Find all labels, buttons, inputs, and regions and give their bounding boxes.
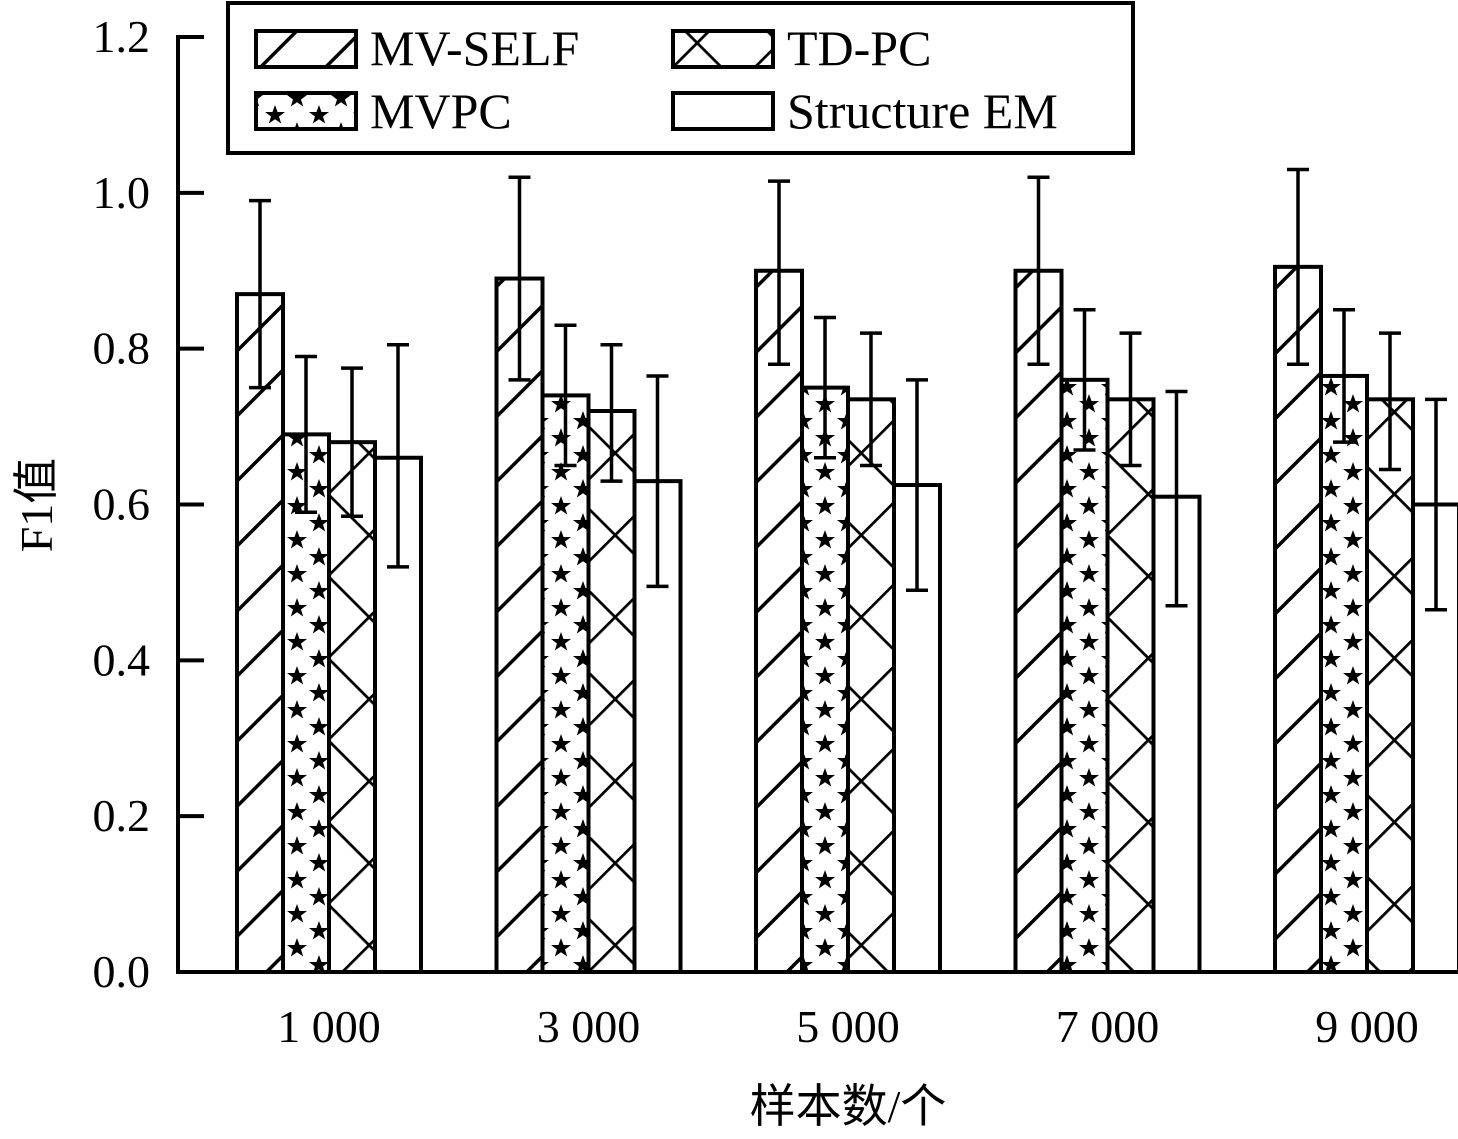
y-tick-label: 1.2 xyxy=(93,11,151,62)
bar-mvpc-1 xyxy=(540,393,591,974)
legend: MV-SELF TD-PC MVPC Structure EM xyxy=(226,1,1135,155)
y-tick-label: 0.2 xyxy=(93,790,151,841)
bar-mv-self-0 xyxy=(235,292,285,974)
y-axis-title: F1值 xyxy=(11,458,62,553)
bar-mv-self-1 xyxy=(494,276,545,974)
bar-mv-self-3 xyxy=(1013,268,1064,974)
error-bars-layer xyxy=(249,167,1447,612)
y-tick-label: 0.4 xyxy=(93,634,151,685)
x-tick-label: 7 000 xyxy=(1056,1001,1160,1052)
bar-td-pc-4 xyxy=(1365,397,1415,974)
legend-label-mv-self: MV-SELF xyxy=(370,20,579,76)
bar-mv-self-4 xyxy=(1273,264,1323,974)
bars-layer xyxy=(235,264,1458,975)
legend-swatch-structure-em xyxy=(671,91,775,131)
x-tick-label: 3 000 xyxy=(537,1001,641,1052)
bar-td-pc-3 xyxy=(1105,397,1156,974)
y-tick-label: 0.6 xyxy=(93,479,151,530)
legend-label-mvpc: MVPC xyxy=(370,83,512,139)
legend-swatch-mv-self xyxy=(254,29,358,69)
x-axis-title: 样本数/个 xyxy=(750,1081,947,1132)
legend-label-td-pc: TD-PC xyxy=(787,20,931,76)
y-tick-label: 1.0 xyxy=(93,167,151,218)
bar-mvpc-2 xyxy=(800,385,850,974)
bar-td-pc-2 xyxy=(846,397,896,974)
bar-mv-self-2 xyxy=(754,268,804,974)
x-tick-label: 1 000 xyxy=(277,1001,381,1052)
x-tick-label: 5 000 xyxy=(796,1001,900,1052)
legend-label-structure-em: Structure EM xyxy=(787,83,1058,139)
bar-mvpc-3 xyxy=(1059,377,1110,975)
legend-swatch-mvpc xyxy=(254,91,358,131)
y-tick-label: 0.0 xyxy=(93,946,151,997)
bar-td-pc-0 xyxy=(327,440,377,974)
labels-layer: 0.0 0.2 0.4 0.6 0.8 1.0 1.2 1 000 3 000 5 000 7 00… xyxy=(93,11,1419,1052)
x-tick-label: 9 000 xyxy=(1315,1001,1419,1052)
legend-swatch-td-pc xyxy=(671,29,775,69)
bar-mvpc-0 xyxy=(281,432,331,974)
y-tick-label: 0.8 xyxy=(93,323,151,374)
bar-td-pc-1 xyxy=(586,409,637,974)
bar-mvpc-4 xyxy=(1319,373,1369,974)
